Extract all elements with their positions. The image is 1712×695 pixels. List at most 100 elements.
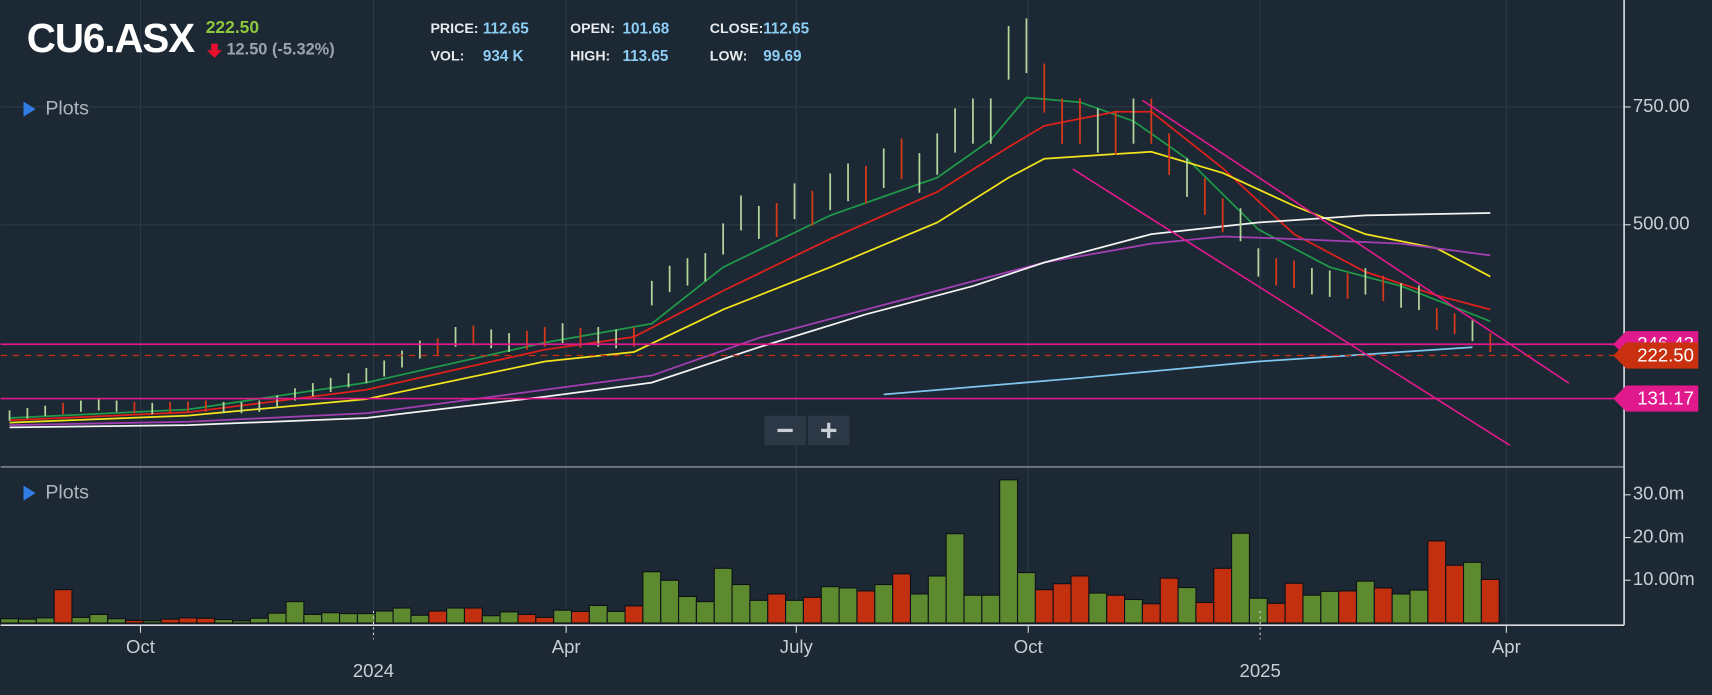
stat-label: VOL: [430,48,464,64]
moving-average [9,110,1491,422]
volume-bar [1034,589,1054,624]
volume-bar [463,607,483,624]
volume-bar [481,615,501,624]
last-price-tag [1613,342,1699,369]
volume-bar [410,614,430,624]
plots-label[interactable]: Plots [45,481,89,503]
volume-bar [428,610,448,624]
volume-bar [695,601,715,624]
volume-bar [142,620,162,624]
volume-bar [303,613,323,624]
volume-bar [196,617,216,624]
volume-bar [963,594,983,624]
y-tick-label: 750.00 [1633,95,1690,116]
volume-bar [660,579,680,624]
volume-bar [838,587,858,624]
volume-bar [1159,577,1179,624]
volume-bar [1231,532,1250,624]
level-tag [1613,385,1699,412]
expand-icon[interactable] [23,101,36,117]
volume-bar [874,583,894,624]
volume-bar [909,593,929,624]
x-tick-label: July [780,636,814,657]
volume-bar [624,605,644,624]
expand-icon[interactable] [23,485,36,501]
volume-bar [1320,590,1340,624]
moving-average [9,212,1491,429]
stat-value: 99.69 [763,48,801,65]
volume-bar [392,607,412,624]
volume-bar [1141,603,1161,624]
price-change: 12.50 (-5.32%) [226,41,334,59]
volume-bar [731,583,751,624]
volume-bar [0,618,20,624]
volume-bar [1445,564,1465,624]
zoom-controls [764,415,850,446]
volume-bar [1177,586,1197,624]
volume-bar [71,616,91,624]
plots-label[interactable]: Plots [45,97,89,119]
x-year-label: 2025 [1240,660,1281,681]
volume-bar [89,613,109,624]
volume-bar [1338,590,1358,624]
plus-icon[interactable] [827,422,831,439]
stat-value: 112.65 [483,20,529,37]
last-price: 222.50 [206,17,259,37]
volume-bar [1088,592,1108,624]
volume-bar [1016,572,1036,624]
trend-line [1141,99,1570,384]
minus-icon[interactable] [777,428,793,433]
volume-bar [945,533,965,624]
volume-bar [231,620,251,624]
volume-bar [1373,587,1393,624]
volume-bar [892,573,912,624]
volume-bar [1195,601,1215,624]
volume-bar [820,586,840,624]
volume-bar [53,589,73,624]
x-tick-label: Apr [1492,636,1521,657]
volume-bar [35,617,55,624]
volume-bar [1284,582,1304,624]
volume-bar [606,610,626,624]
y-tick-label: 20.0m [1633,525,1685,546]
plots-toggle[interactable]: Plots [23,481,90,503]
volume-bar [767,593,787,624]
plots-toggle[interactable]: Plots [23,97,90,119]
symbol: CU6.ASX [27,15,195,61]
volume-bar [1462,561,1482,624]
stat-value: 934 K [483,48,524,65]
volume-bar [1409,589,1429,624]
volume-bar [1355,580,1375,624]
stat-value: 112.65 [763,20,809,37]
volume-bar [1124,598,1143,624]
volume-bar [535,616,555,624]
volume-bar [802,596,822,624]
volume-bar [17,618,37,624]
plot-layer: 750.00 500.00 30.0m 20.0m 10.00m Oct Apr July Oc… [0,0,1695,681]
volume-bar [1266,602,1286,624]
volume-bar [1391,593,1411,624]
volume-bar [1427,540,1447,624]
volume-bar [570,610,590,624]
volume-bar [749,599,769,624]
volume-bar [356,613,376,624]
y-tick-label: 500.00 [1633,213,1690,234]
moving-average [9,235,1491,426]
y-tick-label: 30.0m [1633,483,1685,504]
volume-bar [160,618,180,624]
volume-bar [374,610,394,624]
x-year-label: 2024 [353,660,394,681]
volume-bar [1106,594,1126,624]
volume-bar [856,590,876,624]
volume-bar [517,613,537,624]
volume-bar [1052,583,1072,624]
x-tick-label: Oct [126,636,156,657]
last-price-tag-label: 222.50 [1637,345,1694,366]
volume-bar [927,575,947,624]
down-arrow [206,43,223,58]
stat-label: CLOSE: [710,21,764,37]
volume-bar [553,609,573,624]
